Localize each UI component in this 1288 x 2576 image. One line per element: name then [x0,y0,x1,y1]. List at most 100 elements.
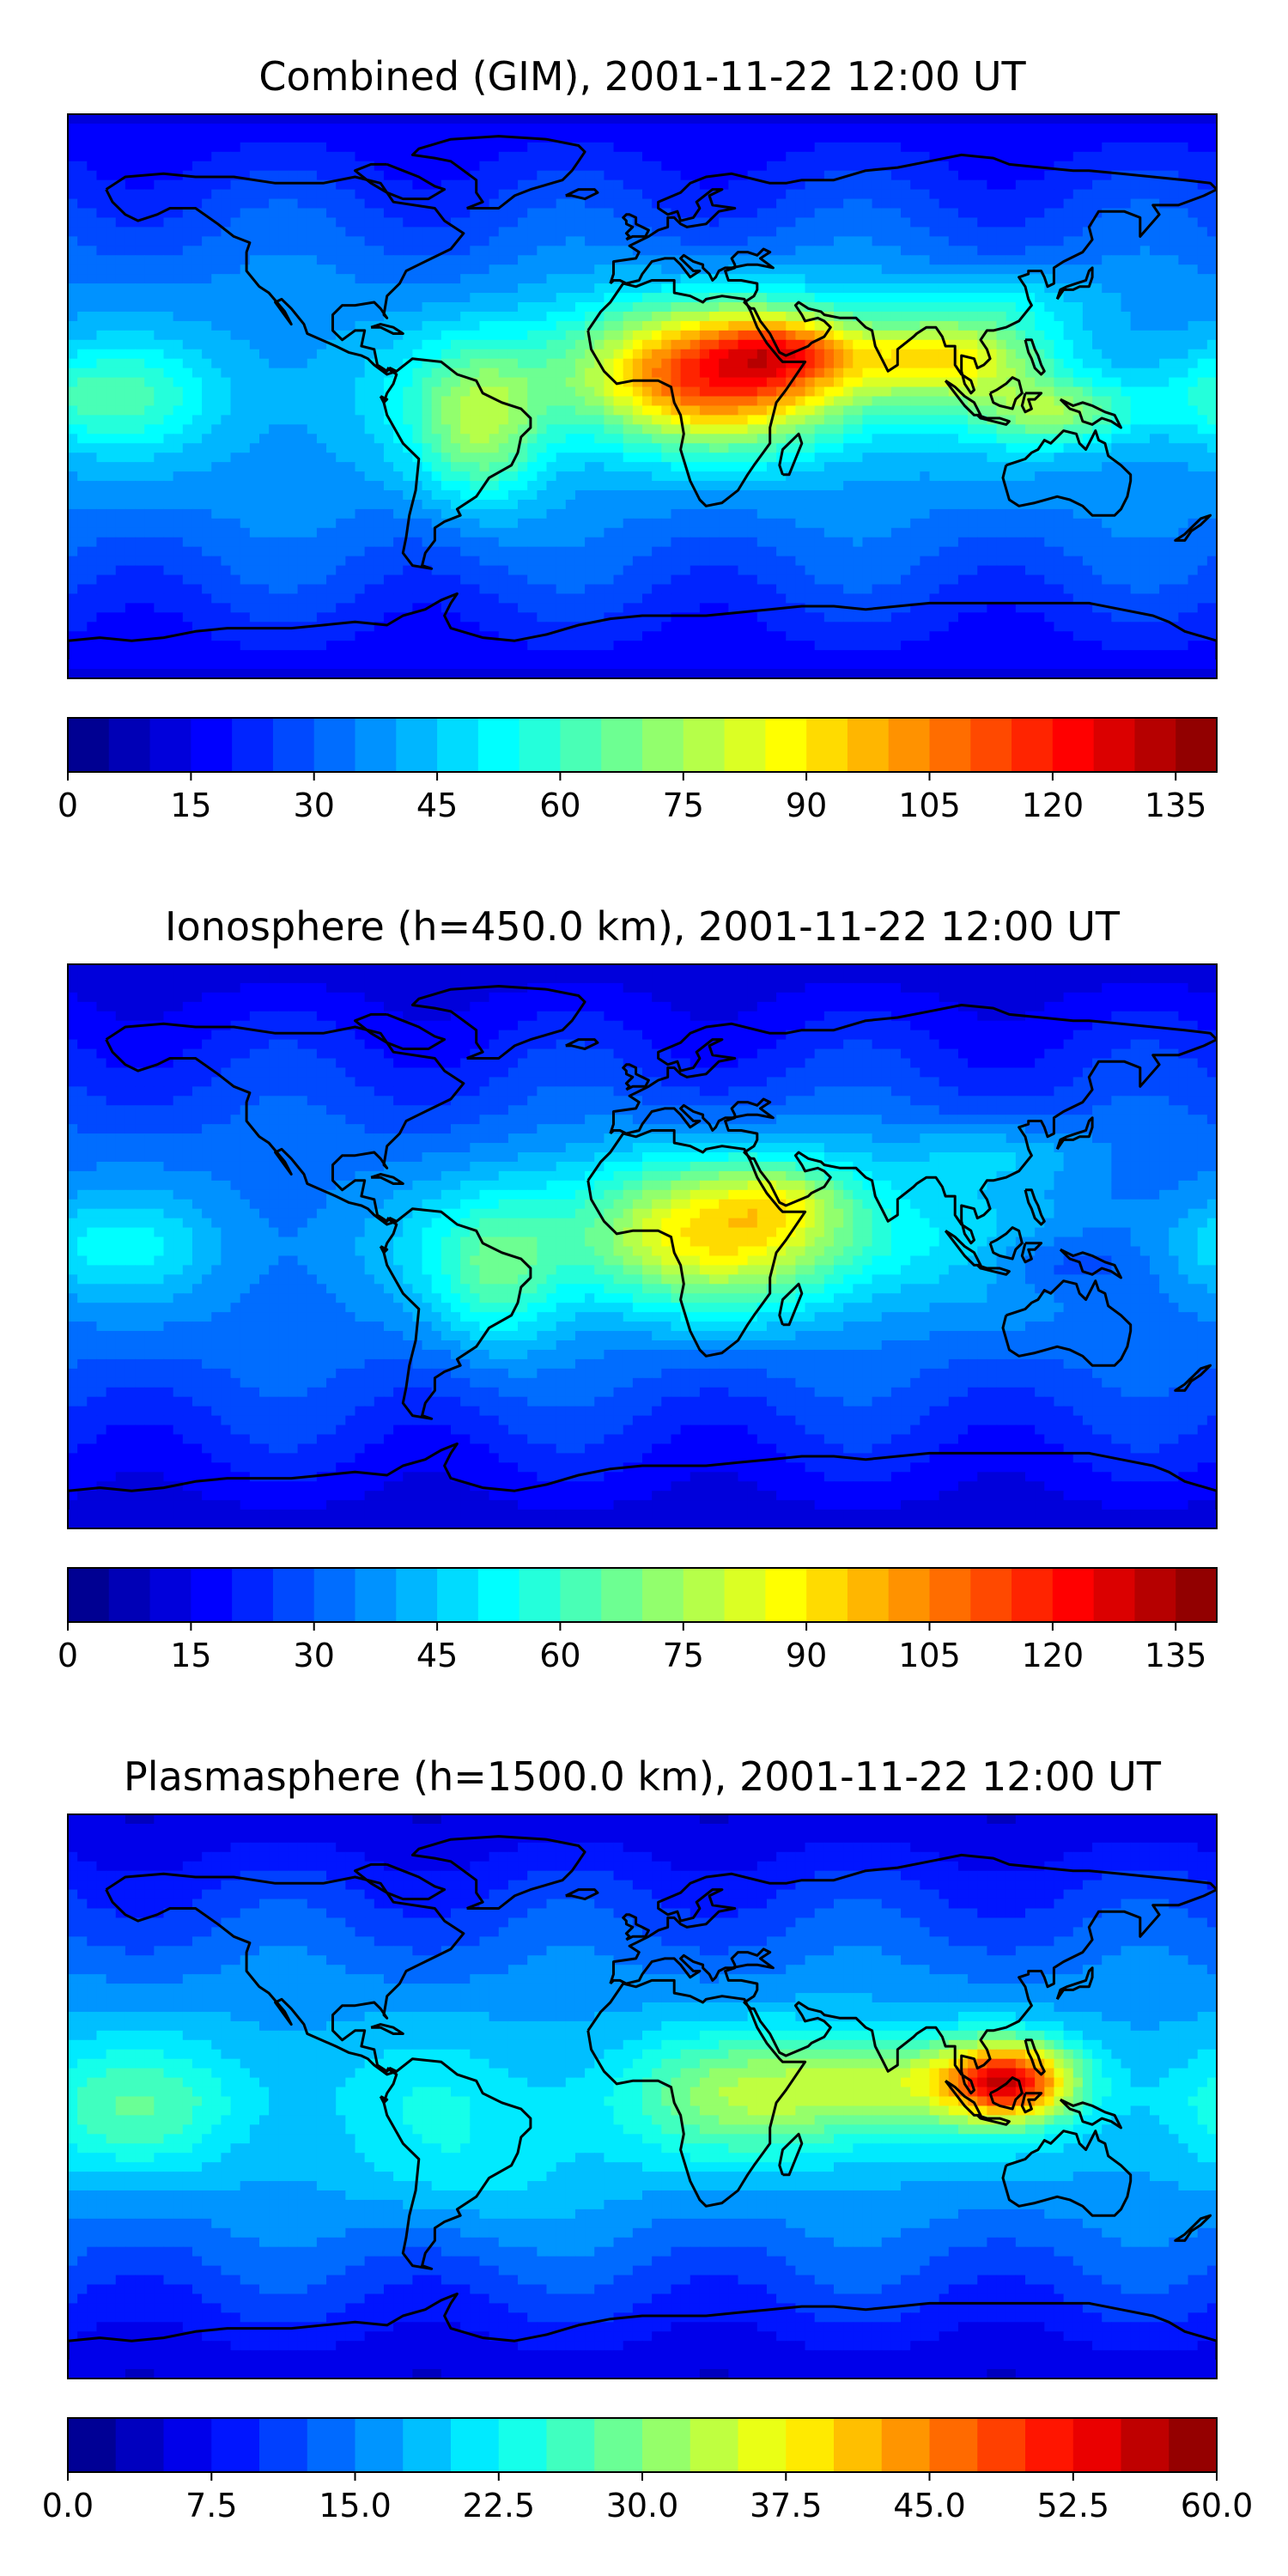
field-cell [939,114,950,125]
field-cell [862,386,873,398]
field-cell [652,358,662,369]
field-cell [355,246,366,256]
field-cell [623,339,634,350]
field-cell [756,179,768,191]
field-cell [87,283,98,294]
field-cell [1025,236,1036,246]
field-cell [1178,443,1189,453]
field-cell [786,274,796,284]
field-cell [412,236,423,246]
field-cell [470,462,481,472]
field-cell [115,499,126,510]
field-cell [1063,415,1074,425]
field-cell [920,236,931,246]
field-cell [776,142,787,153]
field-cell [393,499,404,510]
field-cell [403,227,413,237]
field-cell [1206,368,1217,379]
field-cell [479,490,490,501]
field-cell [1159,114,1170,125]
field-cell [814,161,825,172]
field-cell [1063,142,1074,153]
field-cell [594,208,605,219]
field-cell [699,434,710,444]
field-cell [374,405,385,416]
field-cell [202,236,212,246]
field-cell [1130,349,1141,360]
field-cell [671,179,682,191]
field-cell [479,236,490,246]
field-cell [1025,142,1036,153]
field-cell [881,415,892,425]
field-cell [786,453,796,463]
field-cell [431,264,442,275]
field-cell [834,377,844,388]
field-cell [412,434,423,444]
field-cell [766,255,777,265]
field-cell [383,481,394,491]
field-cell [948,283,959,294]
field-cell [690,217,701,228]
field-cell [403,189,413,200]
field-cell [805,405,816,416]
field-cell [211,415,222,425]
field-cell [642,170,653,181]
field-cell [786,311,796,322]
field-cell [68,434,78,444]
field-cell [202,302,212,313]
field-cell [307,499,318,510]
field-cell [747,424,758,434]
field-cell [987,368,998,379]
field-cell [546,302,557,313]
field-cell [269,170,279,181]
field-cell [297,490,308,501]
field-cell [278,368,289,379]
field-cell [948,415,959,425]
field-cell [642,377,653,388]
field-cell [259,434,270,444]
field-cell [1102,198,1112,210]
field-cell [776,471,787,482]
field-cell [1054,339,1065,350]
field-cell [460,424,471,434]
field-cell [1197,330,1208,341]
field-cell [738,471,749,482]
field-cell [862,189,873,200]
field-cell [738,161,749,172]
field-cell [968,358,978,369]
field-cell [1197,377,1208,388]
field-cell [901,132,911,143]
field-cell [948,142,959,153]
field-cell [68,368,78,379]
field-cell [412,293,423,303]
field-cell [680,170,691,181]
field-cell [747,227,758,237]
field-cell [652,123,662,134]
field-cell [1054,424,1065,434]
field-cell [957,302,969,313]
field-cell [479,217,490,228]
field-cell [968,208,978,219]
field-cell [96,471,107,482]
field-cell [585,264,595,275]
field-cell [489,132,500,143]
field-cell [87,123,98,134]
field-cell [1025,132,1036,143]
field-cell [307,481,318,491]
field-cell [345,227,356,237]
field-cell [1188,453,1199,463]
field-cell [364,339,375,350]
field-cell [786,198,796,210]
field-cell [661,179,672,191]
field-cell [269,462,279,472]
field-cell [1015,358,1026,369]
field-cell [422,274,433,284]
field-cell [412,377,423,388]
field-cell [1044,443,1055,453]
field-cell [211,246,222,256]
field-cell [240,302,251,313]
field-cell [202,283,212,294]
field-cell [709,236,720,246]
field-cell [929,255,940,265]
field-cell [920,151,931,162]
